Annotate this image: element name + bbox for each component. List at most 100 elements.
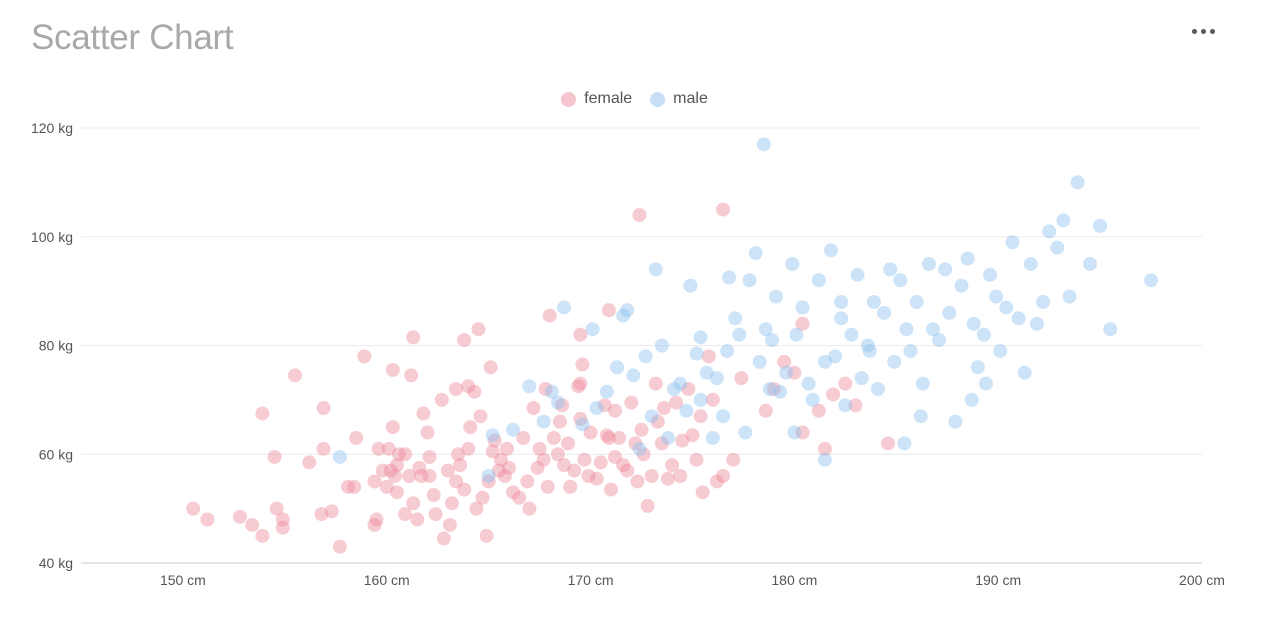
data-point-male[interactable] (585, 322, 600, 337)
data-point-male[interactable] (599, 384, 614, 399)
data-point-male[interactable] (1023, 256, 1038, 271)
data-point-male[interactable] (709, 371, 724, 386)
data-point-female[interactable] (379, 479, 394, 494)
data-point-female[interactable] (536, 452, 551, 467)
data-point-female[interactable] (457, 333, 472, 348)
data-point-male[interactable] (522, 379, 537, 394)
data-point-female[interactable] (357, 349, 372, 364)
data-point-male[interactable] (866, 295, 881, 309)
data-point-female[interactable] (538, 382, 553, 396)
data-point-male[interactable] (877, 305, 892, 320)
data-point-female[interactable] (577, 452, 592, 467)
data-point-male[interactable] (1070, 175, 1085, 190)
data-point-female[interactable] (440, 463, 455, 478)
data-point-male[interactable] (1050, 240, 1065, 255)
data-point-female[interactable] (726, 452, 741, 467)
data-point-male[interactable] (693, 330, 708, 345)
data-point-female[interactable] (387, 469, 402, 483)
data-point-female[interactable] (795, 316, 810, 331)
data-point-male[interactable] (903, 343, 918, 358)
data-point-female[interactable] (385, 420, 400, 435)
data-point-female[interactable] (571, 379, 586, 394)
data-point-female[interactable] (444, 496, 459, 511)
data-point-male[interactable] (897, 436, 912, 451)
data-point-female[interactable] (367, 474, 382, 489)
data-point-female[interactable] (624, 395, 639, 410)
data-point-male[interactable] (648, 262, 663, 277)
data-point-female[interactable] (573, 376, 588, 391)
data-point-female[interactable] (542, 308, 557, 323)
data-point-male[interactable] (550, 395, 565, 410)
data-point-male[interactable] (716, 409, 731, 424)
data-point-female[interactable] (402, 469, 417, 483)
data-point-female[interactable] (826, 387, 841, 402)
data-point-male[interactable] (838, 398, 853, 413)
data-point-male[interactable] (689, 346, 704, 361)
data-point-male[interactable] (481, 469, 496, 483)
data-point-female[interactable] (404, 368, 419, 383)
data-point-female[interactable] (630, 474, 645, 489)
data-point-female[interactable] (640, 498, 655, 513)
data-point-female[interactable] (416, 406, 431, 421)
data-point-male[interactable] (722, 270, 737, 285)
data-point-female[interactable] (493, 452, 508, 467)
data-point-female[interactable] (332, 539, 347, 554)
data-point-male[interactable] (660, 430, 675, 445)
data-point-female[interactable] (777, 354, 792, 369)
data-point-female[interactable] (526, 401, 541, 416)
data-point-male[interactable] (870, 382, 885, 396)
data-point-female[interactable] (385, 362, 400, 377)
data-point-male[interactable] (1036, 295, 1051, 309)
data-point-female[interactable] (689, 452, 704, 467)
data-point-male[interactable] (860, 338, 875, 353)
data-point-female[interactable] (398, 447, 413, 462)
data-point-male[interactable] (1103, 322, 1118, 337)
data-point-male[interactable] (1042, 224, 1057, 239)
data-point-male[interactable] (773, 384, 788, 399)
data-point-female[interactable] (428, 507, 443, 522)
data-point-female[interactable] (457, 482, 472, 497)
data-point-female[interactable] (616, 458, 631, 473)
data-point-female[interactable] (522, 501, 537, 516)
data-point-male[interactable] (720, 343, 735, 358)
data-point-female[interactable] (349, 430, 364, 445)
data-point-female[interactable] (555, 398, 570, 413)
data-point-male[interactable] (589, 401, 604, 416)
data-point-male[interactable] (742, 273, 757, 288)
data-point-female[interactable] (716, 202, 731, 217)
data-point-female[interactable] (371, 441, 386, 456)
data-point-female[interactable] (255, 406, 270, 421)
data-point-female[interactable] (709, 474, 724, 489)
data-point-male[interactable] (1144, 273, 1159, 288)
data-point-female[interactable] (481, 474, 496, 489)
data-point-male[interactable] (1093, 218, 1108, 233)
data-point-male[interactable] (978, 376, 993, 391)
data-point-female[interactable] (267, 449, 282, 464)
data-point-male[interactable] (817, 354, 832, 369)
data-point-female[interactable] (475, 490, 490, 505)
data-point-male[interactable] (1017, 365, 1032, 380)
data-point-female[interactable] (406, 330, 421, 345)
data-point-female[interactable] (410, 512, 425, 527)
data-point-female[interactable] (550, 447, 565, 462)
data-point-female[interactable] (589, 471, 604, 486)
data-point-female[interactable] (795, 425, 810, 440)
data-point-male[interactable] (693, 392, 708, 407)
data-point-male[interactable] (983, 267, 998, 282)
data-point-female[interactable] (406, 496, 421, 511)
data-point-female[interactable] (673, 469, 688, 483)
data-point-female[interactable] (449, 474, 464, 489)
data-point-female[interactable] (583, 425, 598, 440)
data-point-female[interactable] (628, 436, 643, 451)
more-horizontal-icon[interactable] (1189, 22, 1219, 40)
data-point-male[interactable] (1029, 316, 1044, 331)
data-point-male[interactable] (616, 308, 631, 323)
data-point-female[interactable] (314, 507, 329, 522)
data-point-female[interactable] (520, 474, 535, 489)
data-point-female[interactable] (469, 501, 484, 516)
data-point-female[interactable] (681, 382, 696, 396)
data-point-female[interactable] (186, 501, 201, 516)
data-point-female[interactable] (471, 322, 486, 337)
data-point-female[interactable] (644, 469, 659, 483)
data-point-female[interactable] (656, 401, 671, 416)
